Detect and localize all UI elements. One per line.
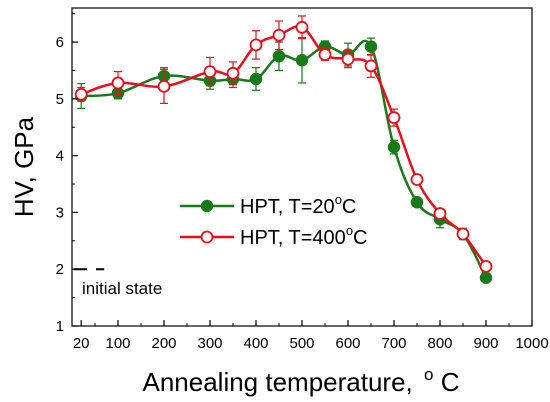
- data-point: [272, 50, 286, 63]
- data-point: [387, 111, 401, 124]
- y-tick-label: 3: [56, 204, 64, 221]
- data-point: [341, 52, 355, 66]
- data-point: [479, 259, 493, 273]
- x-axis-title-main: Annealing temperature,: [142, 367, 412, 397]
- data-point: [111, 76, 125, 90]
- legend-entry-400c: HPT, T=400oC: [180, 223, 368, 249]
- x-tick-label: 600: [335, 335, 360, 352]
- data-point: [157, 79, 171, 93]
- x-tick-label: 900: [473, 335, 498, 352]
- y-tick-label: 4: [56, 148, 64, 165]
- y-tick-label: 5: [56, 91, 64, 108]
- data-point: [410, 195, 424, 209]
- x-axis-title-degree: o: [424, 365, 433, 384]
- x-tick-label: 300: [197, 335, 222, 352]
- legend-entry-20c: HPT, T=20oC: [180, 192, 356, 218]
- data-point: [295, 53, 309, 67]
- x-tick-label: 100: [105, 335, 130, 352]
- y-axis-title: HV, GPa: [9, 116, 39, 217]
- legend-label-400c: HPT, T=400oC: [240, 223, 368, 249]
- data-point: [272, 28, 286, 42]
- y-tick-label: 6: [56, 34, 64, 51]
- data-point: [479, 271, 493, 284]
- x-tick-label: 800: [427, 335, 452, 352]
- series-line-400c: [80, 25, 488, 268]
- legend-marker-20c: [200, 199, 214, 213]
- x-tick-label: 20: [73, 335, 90, 352]
- data-point: [318, 48, 332, 61]
- x-tick-label: 200: [151, 335, 176, 352]
- data-point: [456, 227, 470, 241]
- data-point: [249, 38, 263, 52]
- legend: HPT, T=20oC HPT, T=400oC: [180, 192, 368, 249]
- data-point: [74, 87, 88, 101]
- x-tick-label: 400: [243, 335, 268, 352]
- series-layer: [74, 15, 493, 284]
- data-point: [203, 65, 217, 78]
- x-tick-label: 700: [381, 335, 406, 352]
- series-400c: [74, 15, 493, 273]
- data-point: [410, 173, 424, 186]
- axes-layer: 20 100 200 300 400 500 600 700 800 900 1000 1 2 3 4 5 6: [56, 13, 549, 352]
- data-point: [433, 207, 447, 220]
- y-tick-label: 2: [56, 261, 64, 278]
- legend-marker-400c: [200, 230, 214, 244]
- data-point: [387, 140, 401, 154]
- x-axis-title-unit: C: [441, 367, 460, 397]
- data-point: [295, 20, 309, 34]
- initial-state-label: initial state: [82, 279, 162, 298]
- y-tick-label: 1: [56, 318, 64, 335]
- data-point: [249, 72, 263, 86]
- legend-label-20c: HPT, T=20oC: [240, 192, 356, 218]
- data-point: [364, 40, 378, 53]
- x-axis-title: Annealing temperature, o C: [142, 356, 459, 397]
- x-tick-label: 1000: [515, 335, 548, 352]
- data-point: [364, 59, 378, 73]
- data-point: [226, 66, 240, 80]
- x-tick-label: 500: [289, 335, 314, 352]
